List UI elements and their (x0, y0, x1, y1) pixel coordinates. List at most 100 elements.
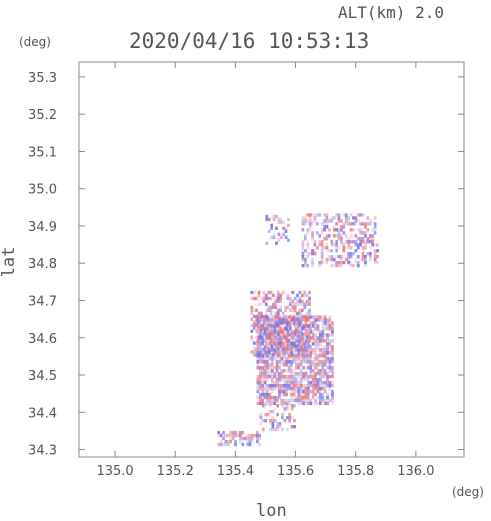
heatmap-cell (321, 392, 325, 397)
heatmap-cell (286, 329, 290, 333)
heatmap-cell (303, 347, 307, 351)
heatmap-cell (290, 363, 293, 367)
heatmap-cell (266, 413, 270, 417)
heatmap-cell (290, 375, 293, 379)
heatmap-cell (262, 326, 266, 330)
heatmap-cell (280, 354, 284, 358)
heatmap-cell (272, 235, 276, 239)
heatmap-cell (314, 392, 317, 397)
heatmap-cell (268, 392, 272, 397)
heatmap-cell (296, 317, 299, 321)
heatmap-cell (264, 335, 268, 339)
heatmap-cell (331, 339, 334, 343)
heatmap-cell (275, 369, 279, 373)
heatmap-cell (268, 398, 272, 403)
heatmap-cell (275, 386, 279, 391)
heatmap-cell (260, 329, 263, 333)
heatmap-cell (314, 339, 317, 343)
heatmap-cell (308, 219, 312, 223)
heatmap-cell (251, 433, 254, 438)
heatmap-cell (308, 341, 311, 345)
heatmap-cell (273, 372, 276, 376)
heatmap-cell (266, 369, 269, 373)
heatmap-cell (292, 360, 296, 364)
heatmap-cell (282, 351, 286, 355)
heatmap-cell (224, 433, 228, 438)
heatmap-cell (292, 348, 296, 352)
heatmap-cell (305, 329, 309, 333)
heatmap-cell (302, 372, 305, 376)
heatmap-cell (298, 290, 302, 295)
heatmap-cell (314, 315, 317, 319)
heatmap-cell (282, 381, 286, 385)
heatmap-cell (301, 302, 304, 306)
heatmap-cell (293, 329, 297, 333)
heatmap-cell (326, 372, 329, 376)
heatmap-cell (301, 314, 304, 318)
heatmap-cell (316, 357, 320, 361)
y-axis-ticks: 34.3 34.4 34.5 34.6 34.7 34.8 34.9 35.0 35.1 35.2… (28, 71, 464, 459)
heatmap-cell (311, 213, 314, 217)
heatmap-cell (296, 329, 299, 333)
heatmap-cell (314, 360, 317, 364)
heatmap-cell (287, 351, 291, 355)
heatmap-cell (311, 395, 315, 400)
heatmap-cell (231, 436, 235, 441)
heatmap-cell (364, 225, 367, 229)
heatmap-cell (271, 419, 275, 423)
heatmap-cell (272, 293, 275, 298)
heatmap-cell (257, 290, 261, 295)
heatmap-cell (299, 392, 303, 397)
heatmap-cell (305, 335, 309, 339)
y-tick-label: 34.3 (28, 444, 57, 459)
heatmap-cell (321, 351, 325, 355)
heatmap-cell (285, 384, 288, 388)
heatmap-cell (288, 344, 292, 348)
heatmap-cell (304, 366, 308, 370)
heatmap-cell (266, 398, 269, 403)
heatmap-cell (299, 318, 303, 322)
heatmap-cell (261, 360, 264, 364)
heatmap-cell (309, 327, 313, 331)
heatmap-cell (251, 436, 254, 441)
heatmap-cell (299, 381, 303, 385)
heatmap-cell (250, 329, 254, 333)
heatmap-cell (305, 353, 309, 357)
heatmap-cell (287, 223, 290, 227)
heatmap-cell (311, 330, 315, 334)
heatmap-cell (293, 419, 296, 423)
heatmap-cell (325, 261, 329, 265)
heatmap-cell (267, 217, 271, 222)
heatmap-cell (266, 392, 269, 397)
heatmap-cell (280, 386, 284, 391)
heatmap-cell (323, 225, 326, 229)
heatmap-cell (297, 386, 301, 391)
heatmap-cell (282, 369, 286, 373)
heatmap-cell (328, 392, 332, 397)
heatmap-cell (356, 255, 360, 259)
heatmap-cell (290, 336, 293, 340)
heatmap-cell (301, 216, 305, 220)
heatmap-cell (304, 389, 308, 394)
heatmap-cell (299, 369, 303, 373)
heatmap-cell (257, 335, 261, 339)
heatmap-cell (316, 366, 320, 370)
heatmap-cell (297, 398, 301, 403)
heatmap-cell (309, 321, 313, 325)
heatmap-cell (304, 216, 307, 220)
heatmap-cell (257, 338, 261, 342)
heatmap-cell (337, 216, 341, 220)
heatmap-cell (222, 433, 225, 438)
heatmap-cell (250, 308, 254, 312)
heatmap-cell (306, 264, 310, 268)
heatmap-cell (325, 237, 329, 241)
heatmap-cell (304, 333, 308, 337)
heatmap-cell (371, 234, 375, 238)
heatmap-cell (311, 222, 314, 226)
heatmap-cell (306, 240, 310, 244)
heatmap-cell (275, 372, 279, 376)
heatmap-cell (291, 347, 295, 351)
heatmap-cell (320, 246, 324, 250)
heatmap-cell (234, 430, 237, 435)
heatmap-cell (296, 302, 299, 306)
